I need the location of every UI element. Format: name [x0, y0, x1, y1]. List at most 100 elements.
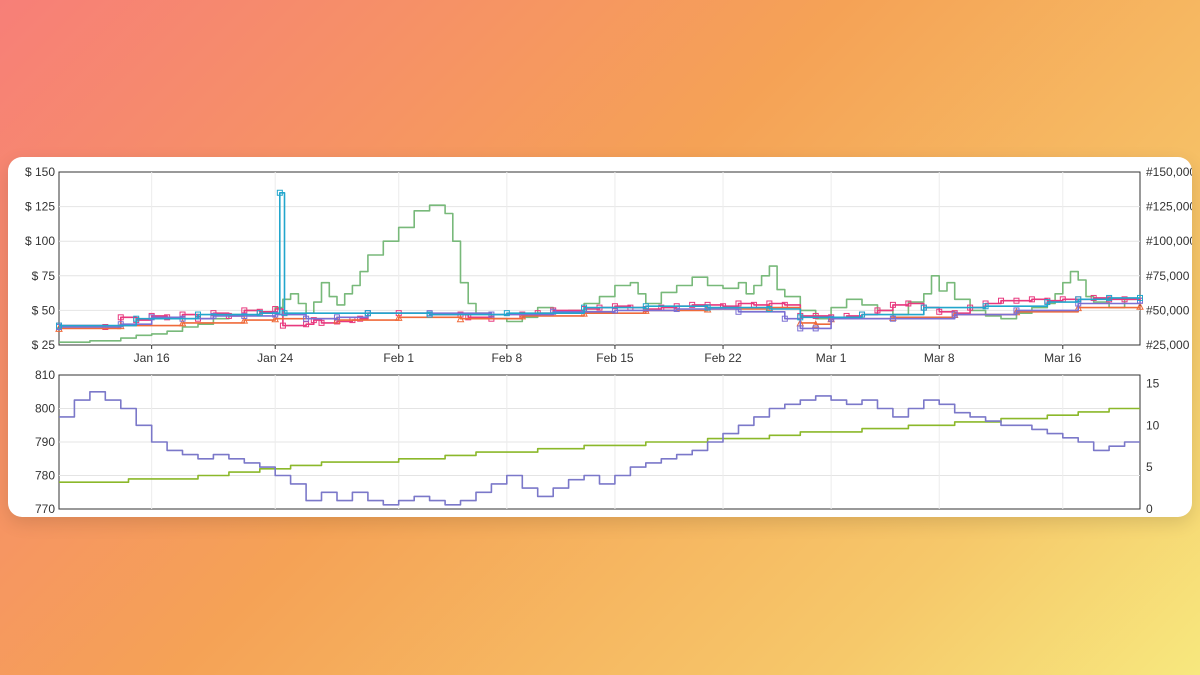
- data-point-marker: [272, 306, 279, 313]
- data-point-marker: [133, 315, 140, 322]
- left-axis-tick: $ 50: [32, 303, 56, 317]
- data-point-marker: [333, 314, 340, 321]
- data-point-marker: [735, 308, 742, 315]
- left-axis-tick: 800: [35, 402, 55, 416]
- data-point-marker: [812, 312, 819, 319]
- data-point-marker: [310, 317, 317, 324]
- data-point-marker: [117, 321, 124, 328]
- data-point-marker: [859, 311, 866, 318]
- x-axis-tick: Mar 8: [924, 351, 955, 365]
- x-axis-tick: Mar 16: [1044, 351, 1082, 365]
- right-axis-tick: #25,000: [1146, 338, 1190, 352]
- series-line-1-0: [59, 407, 1140, 483]
- data-point-marker: [828, 315, 835, 322]
- data-point-marker: [272, 311, 279, 318]
- x-axis-tick: Feb 1: [383, 351, 414, 365]
- right-axis-tick: #150,000: [1146, 165, 1192, 179]
- right-axis-tick: #125,000: [1146, 200, 1192, 214]
- data-point-marker: [936, 308, 943, 315]
- data-point-marker: [503, 310, 510, 317]
- right-axis-tick: 5: [1146, 460, 1153, 474]
- data-point-marker: [241, 312, 248, 319]
- data-point-marker: [951, 311, 958, 318]
- data-point-marker: [271, 314, 280, 323]
- data-point-marker: [148, 314, 155, 321]
- left-axis-tick: 770: [35, 502, 55, 516]
- series-line-0-0: [59, 204, 1141, 343]
- left-axis-tick: $ 100: [25, 234, 55, 248]
- data-point-marker: [456, 314, 465, 323]
- data-point-marker: [281, 310, 288, 317]
- x-axis-tick: Mar 1: [816, 351, 847, 365]
- data-point-marker: [611, 303, 618, 310]
- data-point-marker: [318, 319, 325, 326]
- data-point-marker: [998, 297, 1005, 304]
- data-point-marker: [781, 315, 788, 322]
- data-point-marker: [1044, 299, 1051, 306]
- left-axis-tick: $ 125: [25, 200, 55, 214]
- data-point-marker: [357, 315, 364, 322]
- data-point-marker: [240, 315, 249, 324]
- data-point-marker: [1106, 294, 1113, 301]
- data-point-marker: [1137, 294, 1143, 301]
- data-point-marker: [1121, 296, 1128, 303]
- data-point-marker: [303, 315, 310, 322]
- data-point-marker: [889, 301, 896, 308]
- data-point-marker: [766, 306, 773, 313]
- left-axis-tick: 810: [35, 368, 55, 382]
- data-point-marker: [704, 304, 711, 311]
- series-line-1-1: [59, 391, 1140, 506]
- data-point-marker: [889, 313, 897, 321]
- right-axis-tick: #75,000: [1146, 269, 1190, 283]
- right-axis-tick: #50,000: [1146, 303, 1190, 317]
- data-point-marker: [811, 320, 820, 328]
- chart-svg: $ 150 $ 125 $ 100 $ 75 $ 50 $ 25 #150,000 #125,…: [25, 165, 1192, 516]
- data-point-marker: [210, 312, 217, 319]
- data-point-marker: [194, 311, 201, 318]
- series-line-0-4: [59, 192, 1140, 327]
- data-point-marker: [117, 314, 124, 321]
- right-axis-tick: #100,000: [1146, 234, 1192, 248]
- data-point-marker: [735, 300, 742, 307]
- data-point-marker: [1136, 302, 1144, 310]
- right-axis-tick: 15: [1146, 376, 1160, 390]
- left-axis-tick: $ 25: [32, 338, 56, 352]
- data-point-marker: [1013, 297, 1020, 304]
- data-point-marker: [394, 313, 403, 321]
- data-point-marker: [689, 301, 696, 308]
- plot-frame-0: [58, 171, 1141, 346]
- data-point-marker: [1028, 296, 1035, 303]
- data-point-marker: [1075, 296, 1082, 303]
- data-point-marker: [797, 325, 804, 332]
- data-point-marker: [1090, 294, 1097, 301]
- data-point-marker: [874, 307, 881, 314]
- data-point-marker: [920, 304, 927, 311]
- chart-card: $ 150 $ 125 $ 100 $ 75 $ 50 $ 25 #150,000 #125,…: [8, 157, 1192, 517]
- data-point-marker: [256, 310, 263, 317]
- data-point-marker: [766, 300, 773, 307]
- data-point-marker: [276, 189, 283, 196]
- left-axis-tick: 790: [35, 435, 55, 449]
- x-axis-tick: Feb 15: [596, 351, 634, 365]
- x-axis-tick: Feb 8: [491, 351, 522, 365]
- data-point-marker: [797, 314, 804, 321]
- x-axis-tick: Jan 24: [257, 351, 293, 365]
- data-point-marker: [889, 315, 896, 322]
- x-axis-tick: Feb 22: [704, 351, 742, 365]
- data-point-marker: [241, 307, 248, 314]
- data-point-marker: [581, 304, 588, 311]
- data-point-marker: [982, 303, 989, 310]
- data-point-marker: [426, 311, 433, 318]
- series-line-0-3: [59, 300, 1141, 330]
- data-point-marker: [303, 321, 310, 328]
- data-point-marker: [642, 303, 649, 310]
- data-point-marker: [550, 308, 557, 315]
- data-point-marker: [178, 318, 187, 327]
- left-axis-tick: $ 150: [25, 165, 55, 179]
- left-axis-tick: 780: [35, 469, 55, 483]
- data-point-marker: [279, 322, 286, 329]
- right-axis-tick: 0: [1146, 502, 1153, 516]
- data-point-marker: [364, 310, 371, 317]
- right-axis-tick: 10: [1146, 418, 1160, 432]
- data-point-marker: [812, 325, 819, 332]
